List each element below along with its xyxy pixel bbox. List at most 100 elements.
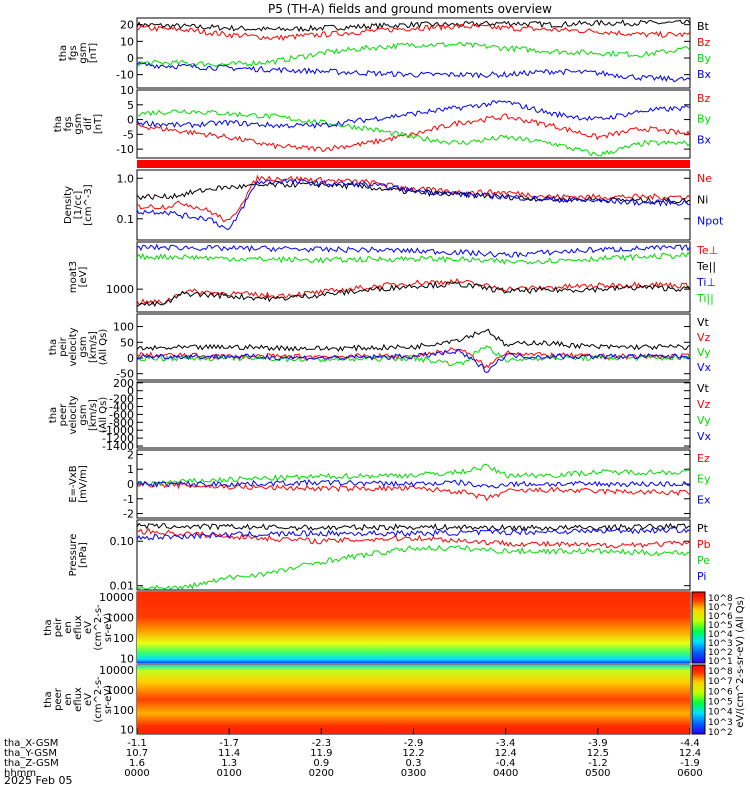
y-tick-label: 200: [113, 377, 134, 390]
y-tick-label: -1000: [102, 424, 134, 437]
colorbar-label: 10^3: [708, 718, 733, 728]
series-line-0-1: [136, 22, 691, 42]
series-line-6-2: [136, 479, 691, 489]
x-row-value: -1.7: [219, 738, 239, 749]
series-line-3-1: [136, 280, 691, 308]
series-line-2-0: [136, 174, 691, 223]
y-axis-label-line: [nT]: [93, 114, 104, 134]
x-row-value: 0.3: [406, 758, 422, 769]
y-axis-label-line: moat3: [68, 261, 79, 293]
series-line-3-0: [136, 277, 691, 306]
y-tick-label: 0: [127, 52, 134, 65]
legend-label: Bz: [697, 92, 711, 105]
y-tick-label: 1: [127, 463, 134, 476]
y-axis-label-line: (cm^2-s-: [93, 604, 104, 651]
y-tick-label: 1000: [106, 684, 134, 697]
heatmap-electron: [137, 665, 690, 734]
y-axis-label: E=-VxB[mV/m]: [68, 465, 89, 503]
series-line-0-3: [136, 61, 691, 83]
colorbar-label: 10^6: [708, 612, 733, 622]
series-line-7-3: [136, 526, 691, 541]
colorbar-label: 10^7: [708, 603, 733, 613]
x-row-value: -3.9: [588, 738, 608, 749]
legend-label: Vz: [697, 331, 711, 344]
y-axis-label: Density[1/cc][cm^-3]: [63, 184, 94, 225]
x-row-value: 0300: [401, 768, 426, 779]
panels: 20100-10thafgsgsm[nT]BtBzByBx1050-5-10th…: [43, 17, 724, 737]
y-tick-label: -600: [109, 408, 134, 421]
colorbar-label: 10^7: [708, 677, 733, 687]
x-row-value: -1.9: [680, 758, 700, 769]
y-tick-label: 2: [127, 448, 134, 461]
y-axis-label-line: peer: [53, 687, 64, 711]
panel-frame: [136, 313, 691, 381]
y-axis-label-line: (All Qs): [98, 397, 109, 434]
legend-label: Ti||: [696, 292, 714, 305]
legend-label: Ex: [697, 493, 711, 506]
panel-frame: [136, 241, 691, 313]
y-axis-label-line: peir: [53, 617, 64, 637]
y-axis-label-line: gsm: [78, 336, 89, 357]
y-axis-label: moat3[eV]: [68, 261, 89, 293]
y-axis-label-line: tha: [53, 116, 64, 132]
legend-label: Vt: [697, 316, 710, 329]
y-axis-label: thapeervelocitygsm[km/s](All Qs): [48, 395, 109, 434]
x-row-value: 0600: [677, 768, 702, 779]
chart-title: P5 (TH-A) fields and ground moments over…: [268, 2, 552, 16]
colorbar-label: 10^1: [708, 657, 733, 667]
y-axis-label: Pressure[nPa]: [68, 534, 89, 577]
y-tick-label: 100: [113, 632, 134, 645]
x-row-value: 12.4: [495, 748, 517, 759]
colorbar-label: 10^2: [708, 648, 733, 658]
y-tick-label: -50: [116, 368, 134, 381]
y-tick-label: 1.0: [117, 172, 135, 185]
legend-label: Pi: [697, 570, 706, 583]
x-row-label: tha_X-GSM: [4, 738, 58, 749]
y-axis-label-line: velocity: [68, 395, 79, 434]
y-axis-label-line: [1/cc]: [73, 191, 84, 220]
date-label: 2025 Feb 05: [4, 774, 72, 787]
panel-frame: [136, 17, 691, 89]
colorbar-label: 10^6: [708, 687, 733, 697]
y-tick-label: 0: [127, 352, 134, 365]
y-tick-label: -800: [109, 416, 134, 429]
y-axis-label-line: [eV]: [78, 267, 89, 288]
y-axis-label-line: en: [63, 693, 74, 706]
legend-label: Bx: [697, 133, 712, 146]
x-row-value: -1.2: [588, 758, 608, 769]
legend-label: Pe: [697, 554, 710, 567]
legend-label: Ez: [697, 452, 710, 465]
series-line-2-2: [136, 178, 691, 231]
series-line-3-2: [136, 243, 691, 259]
y-axis-label-line: [km/s]: [88, 331, 99, 363]
y-tick-label: 20: [120, 19, 134, 32]
y-axis-label-line: gsm: [78, 42, 89, 63]
y-axis-label-line: Density: [63, 186, 74, 224]
y-axis-label-line: peer: [58, 403, 69, 427]
series-line-2-1: [136, 180, 691, 204]
series-line-4-0: [136, 328, 691, 352]
legend-label: Te⊥: [696, 244, 718, 257]
x-row-value: 10.7: [126, 748, 148, 759]
y-axis-label-line: peir: [58, 336, 69, 356]
x-row-value: 12.2: [402, 748, 424, 759]
y-tick-label: 100: [113, 321, 134, 334]
colorbar-label: 10^5: [708, 698, 733, 708]
legend-label: Pb: [697, 538, 711, 551]
series-line-1-1: [136, 109, 691, 157]
y-axis-label-line: [mV/m]: [78, 465, 89, 503]
x-row-value: 11.4: [218, 748, 240, 759]
y-axis-label: thapeirenefluxeV(cm^2-s-sr-eV): [43, 604, 114, 651]
x-row-value: 1.6: [129, 758, 145, 769]
x-row-value: 12.4: [679, 748, 701, 759]
x-row-value: 1.3: [221, 758, 237, 769]
y-axis-label: thafgsgsm[nT]: [58, 42, 99, 63]
series-line-0-0: [136, 19, 691, 33]
y-tick-label: -2: [123, 508, 134, 521]
legend-label: Pt: [697, 522, 709, 535]
y-axis-label-line: velocity: [68, 327, 79, 366]
y-axis-label-line: tha: [48, 339, 59, 355]
colorbar-label: 10^3: [708, 639, 733, 649]
legend-label: Vx: [697, 361, 712, 374]
y-tick-label: 10: [120, 84, 134, 97]
